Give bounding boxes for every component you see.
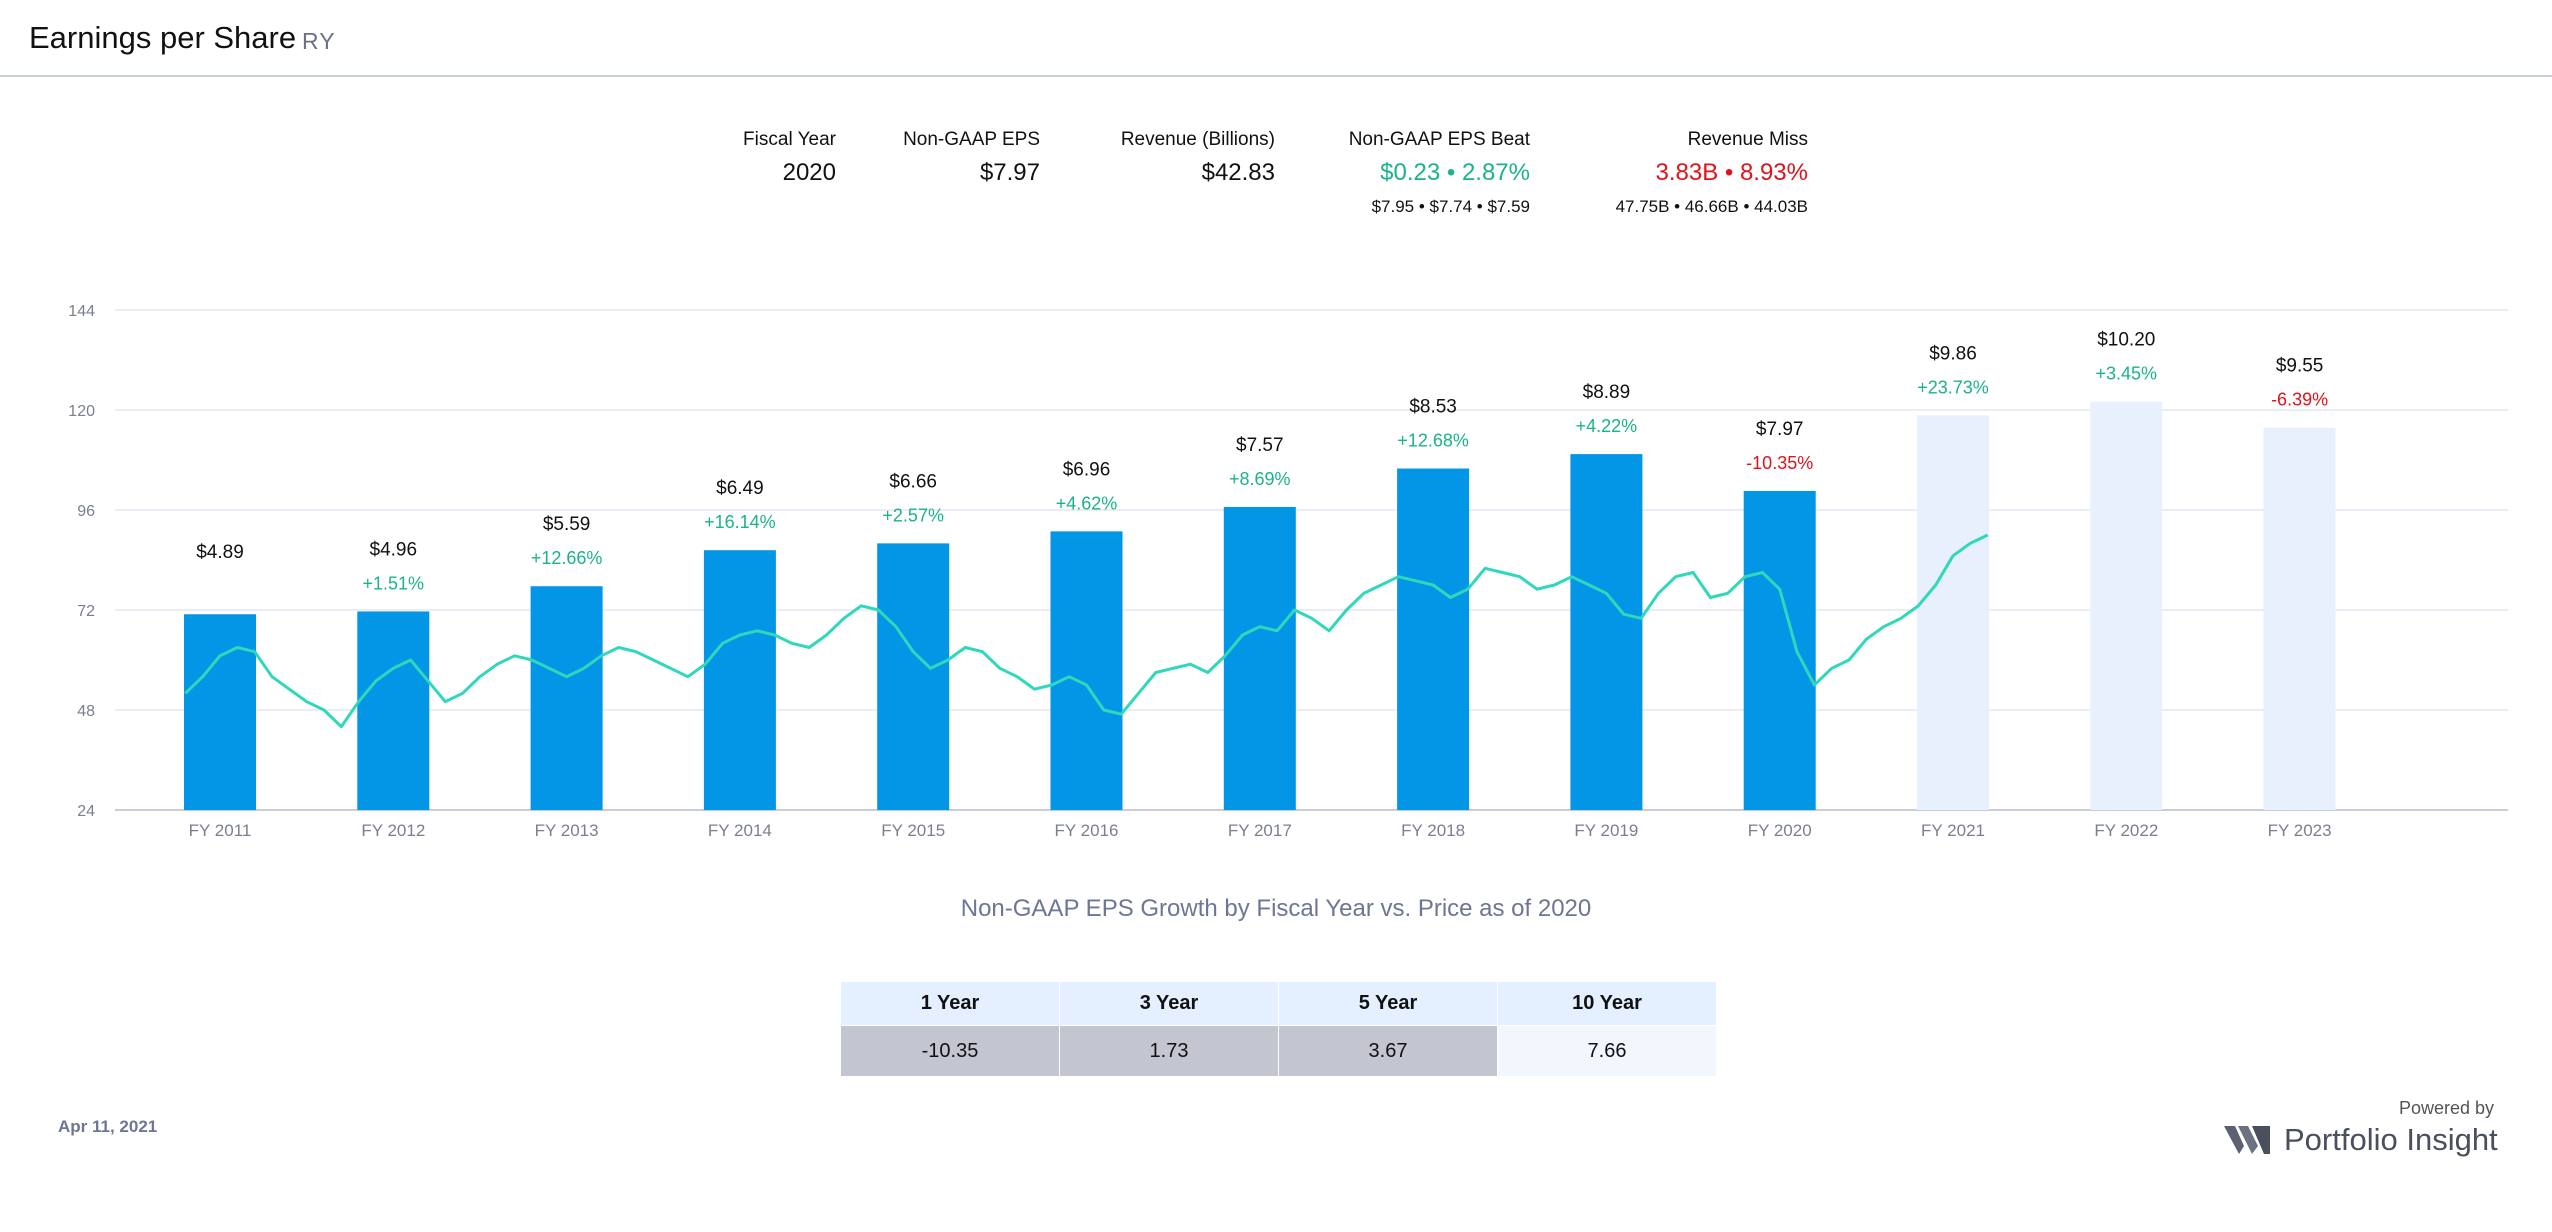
x-tick-label: FY 2018 (1401, 821, 1465, 840)
growth-value-cell: 7.66 (1497, 1025, 1717, 1077)
stat-detail: 47.75B • 46.66B • 44.03B (1615, 197, 1808, 216)
bar-value-label: $10.20 (2097, 330, 2155, 351)
x-tick-label: FY 2021 (1921, 821, 1985, 840)
bar-growth-label: -10.35% (1746, 453, 1813, 473)
stat-label: Revenue (Billions) (1120, 129, 1275, 150)
x-tick-label: FY 2011 (189, 821, 252, 840)
x-tick-label: FY 2016 (1055, 821, 1119, 840)
stat-label: Revenue Miss (1687, 129, 1808, 150)
bar-growth-label: +3.45% (2096, 364, 2158, 384)
eps-bar (530, 586, 603, 810)
eps-bar (1570, 454, 1643, 810)
growth-value-cell: 1.73 (1059, 1025, 1279, 1077)
growth-table: 1 Year 3 Year 5 Year 10 Year -10.35 1.73… (840, 981, 1717, 1077)
growth-table-header-row: 1 Year 3 Year 5 Year 10 Year (840, 981, 1717, 1026)
eps-bar (2263, 427, 2336, 810)
growth-header-cell: 3 Year (1059, 981, 1279, 1026)
x-tick-label: FY 2020 (1748, 821, 1812, 840)
bar-value-label: $8.53 (1409, 397, 1457, 418)
stat-detail: $7.95 • $7.74 • $7.59 (1371, 197, 1530, 216)
x-tick-label: FY 2023 (2268, 821, 2332, 840)
bar-growth-label: +8.69% (1229, 469, 1291, 489)
eps-bar (357, 611, 430, 810)
stat-revenue: Revenue (Billions) $42.83 (1090, 129, 1275, 187)
bar-value-label: $9.86 (1929, 343, 1977, 364)
eps-bar (184, 614, 256, 810)
growth-header-cell: 1 Year (840, 981, 1060, 1026)
stat-value: $7.97 (979, 159, 1040, 186)
x-tick-label: FY 2017 (1228, 821, 1292, 840)
bar-value-label: $6.66 (889, 471, 937, 492)
stat-fiscal-year: Fiscal Year 2020 (700, 129, 836, 187)
y-tick-label: 120 (68, 403, 95, 420)
stat-label: Non-GAAP EPS (903, 129, 1040, 150)
stat-value: 3.83B • 8.93% (1655, 159, 1808, 186)
eps-bar (1050, 531, 1123, 810)
eps-bar (1397, 468, 1470, 810)
growth-value-cell: -10.35 (840, 1025, 1060, 1077)
stat-eps-beat: Non-GAAP EPS Beat $0.23 • 2.87% $7.95 • … (1320, 129, 1530, 217)
growth-value-cell: 3.67 (1278, 1025, 1498, 1077)
bar-growth-label: +16.14% (704, 512, 776, 532)
y-tick-label: 72 (77, 603, 95, 620)
x-tick-label: FY 2022 (2094, 821, 2158, 840)
bar-value-label: $5.59 (543, 514, 591, 535)
stat-label: Fiscal Year (743, 129, 836, 150)
bar-growth-label: +12.68% (1397, 431, 1469, 451)
stat-value: $42.83 (1201, 159, 1275, 186)
stat-value: 2020 (782, 159, 836, 186)
eps-bar (1223, 506, 1296, 810)
bar-growth-label: -6.39% (2271, 390, 2328, 410)
page-header: Earnings per Share RY (0, 0, 2552, 77)
powered-by-label: Powered by (2398, 1098, 2494, 1118)
portfolio-insight-logo-icon (2224, 1126, 2270, 1154)
bar-value-label: $4.96 (370, 539, 418, 560)
x-tick-label: FY 2019 (1574, 821, 1638, 840)
ticker-symbol: RY (302, 28, 336, 54)
price-line (184, 533, 1989, 729)
bar-growth-label: +23.73% (1917, 377, 1989, 397)
as-of-date: Apr 11, 2021 (58, 1117, 158, 1136)
bar-value-label: $7.97 (1756, 419, 1804, 440)
bar-growth-label: +2.57% (882, 505, 944, 525)
growth-header-cell: 10 Year (1497, 981, 1717, 1026)
eps-bar (877, 543, 950, 810)
x-tick-label: FY 2014 (708, 821, 772, 840)
page-title: Earnings per Share (29, 20, 297, 55)
bar-growth-label: +4.22% (1576, 416, 1638, 436)
stat-value: $0.23 • 2.87% (1380, 159, 1530, 186)
chart-caption: Non-GAAP EPS Growth by Fiscal Year vs. P… (960, 895, 1592, 922)
stat-label: Non-GAAP EPS Beat (1348, 129, 1530, 150)
eps-bar (1917, 415, 1989, 810)
eps-bar (1743, 490, 1816, 810)
bar-value-label: $6.49 (716, 478, 764, 499)
bar-growth-label: +12.66% (531, 548, 603, 568)
bar-value-label: $6.96 (1063, 459, 1111, 480)
y-tick-label: 96 (77, 503, 95, 520)
stat-eps: Non-GAAP EPS $7.97 (880, 129, 1040, 187)
eps-bar (703, 550, 776, 810)
x-tick-label: FY 2012 (361, 821, 425, 840)
eps-bar-chart: 24 48 72 96 120 144 $4.89 FY 2011 $4.96 +1.51% FY … (68, 303, 2508, 840)
x-tick-label: FY 2015 (881, 821, 945, 840)
bar-value-label: $8.89 (1583, 382, 1631, 403)
bar-value-label: $9.55 (2276, 356, 2324, 377)
bar-growth-label: +4.62% (1056, 493, 1118, 513)
bar-value-label: $4.89 (196, 542, 244, 563)
growth-header-cell: 5 Year (1278, 981, 1498, 1026)
stat-revenue-miss: Revenue Miss 3.83B • 8.93% 47.75B • 46.6… (1610, 129, 1808, 217)
brand-name: Portfolio Insight (2284, 1122, 2498, 1157)
y-tick-label: 144 (68, 303, 95, 320)
eps-bar (2090, 401, 2163, 810)
growth-table-value-row: -10.35 1.73 3.67 7.66 (840, 1025, 1717, 1077)
y-tick-label: 48 (77, 703, 95, 720)
bar-value-label: $7.57 (1236, 435, 1284, 456)
x-tick-label: FY 2013 (535, 821, 599, 840)
bar-growth-label: +1.51% (363, 573, 425, 593)
y-tick-label: 24 (77, 803, 95, 820)
